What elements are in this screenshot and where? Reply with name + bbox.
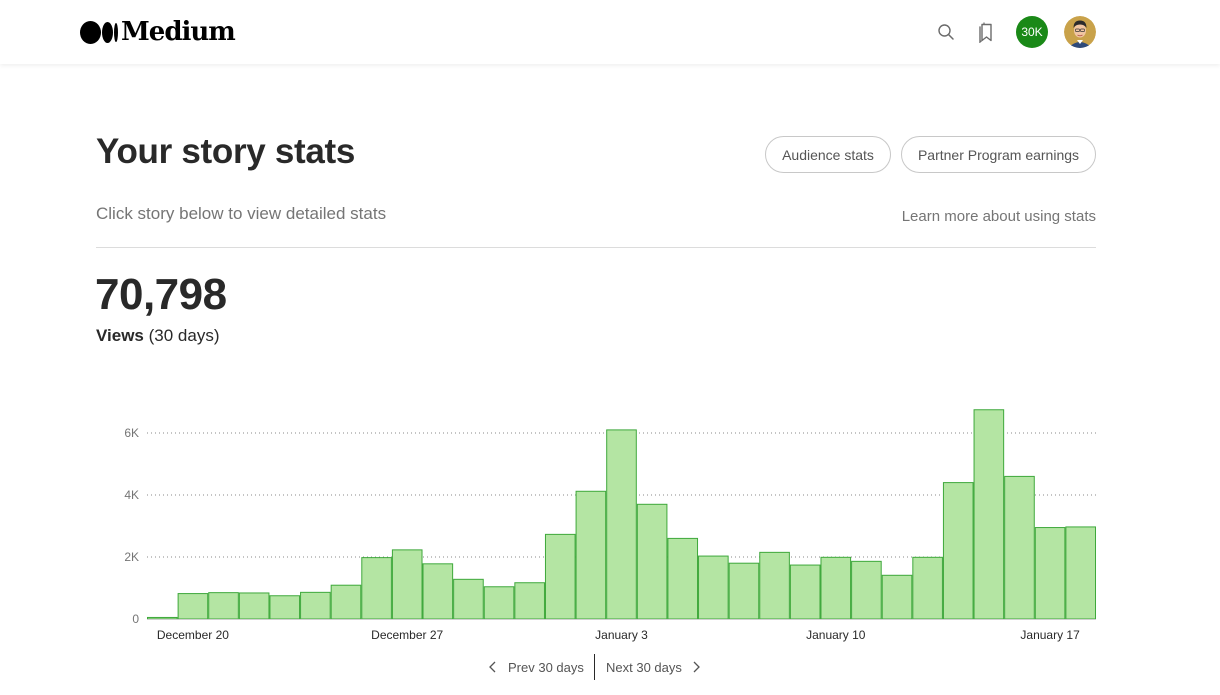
chart-bar <box>238 592 270 620</box>
total-views-count: 70,798 <box>95 270 227 319</box>
next-30-days-label: Next 30 days <box>606 659 682 675</box>
chart-bar <box>636 503 668 620</box>
partner-program-earnings-button[interactable]: Partner Program earnings <box>901 136 1096 173</box>
chart-bar <box>942 482 974 620</box>
chart-bar <box>1004 475 1035 620</box>
y-tick-label: 0 <box>132 612 139 626</box>
x-tick-label: December 20 <box>157 628 229 642</box>
views-bar-chart: 0 2K 4K 6K December 20 December 27 January 3 Ja… <box>124 409 1096 642</box>
chart-bar <box>177 593 209 620</box>
chart-bar <box>453 578 484 620</box>
chart-bar <box>483 586 515 620</box>
logo-text: Medium <box>121 17 236 47</box>
chart-bar <box>514 582 545 620</box>
chart-bar <box>667 537 699 620</box>
avatar[interactable] <box>1064 16 1096 48</box>
chart-bar <box>973 409 1005 620</box>
chart-bar <box>544 533 576 620</box>
prev-30-days-label: Prev 30 days <box>508 659 584 675</box>
audience-stats-button[interactable]: Audience stats <box>765 136 891 173</box>
chart-bar <box>881 574 913 620</box>
x-tick-label: January 3 <box>595 628 648 642</box>
learn-more-link[interactable]: Learn more about using stats <box>901 208 1096 225</box>
follower-count-badge[interactable]: 30K <box>1016 16 1048 48</box>
search-icon <box>938 24 954 40</box>
search-button[interactable] <box>930 16 962 48</box>
chart-bar <box>851 560 882 620</box>
views-caption: Views (30 days) <box>96 326 220 346</box>
views-label: Views <box>96 326 144 345</box>
chart-bar <box>912 556 943 620</box>
chart-bar <box>1034 527 1066 620</box>
chevron-right-icon <box>693 661 700 673</box>
user-avatar-icon <box>1064 16 1096 48</box>
page-subtitle: Click story below to view detailed stats <box>96 204 387 223</box>
bookmark-icon <box>979 22 992 43</box>
y-tick-label: 2K <box>124 550 139 564</box>
chart-bar <box>330 584 362 620</box>
reading-list-button[interactable] <box>971 16 1003 48</box>
y-tick-label: 6K <box>124 426 139 440</box>
chart-bar <box>606 429 637 620</box>
pager-divider <box>594 654 595 680</box>
page-title: Your story stats <box>96 132 356 171</box>
medium-logo[interactable]: Medium <box>80 16 236 48</box>
chart-bar <box>759 551 790 620</box>
y-tick-label: 4K <box>124 488 139 502</box>
chart-bar <box>422 563 454 620</box>
chart-bar <box>575 490 607 620</box>
x-tick-label: December 27 <box>371 628 443 642</box>
x-tick-label: January 10 <box>806 628 866 642</box>
chart-bar <box>789 564 821 620</box>
chart-bar <box>391 549 423 620</box>
chart-bar <box>300 591 331 620</box>
chart-bar <box>269 595 301 620</box>
prev-30-days-button[interactable]: Prev 30 days <box>486 654 584 680</box>
chart-bar <box>698 555 729 620</box>
chart-bar <box>820 556 852 620</box>
chart-bar <box>361 557 392 620</box>
medium-logo-icon <box>80 20 118 44</box>
chart-bar <box>728 562 760 620</box>
chart-bar <box>147 616 178 620</box>
next-30-days-button[interactable]: Next 30 days <box>606 654 704 680</box>
period-label: (30 days) <box>148 326 220 345</box>
x-tick-label: January 17 <box>1020 628 1080 642</box>
chart-bar <box>208 592 239 620</box>
section-divider <box>96 247 1096 248</box>
top-navigation-bar: Medium 30K <box>0 0 1220 64</box>
chevron-left-icon <box>489 661 496 673</box>
chart-bar <box>1065 526 1096 620</box>
